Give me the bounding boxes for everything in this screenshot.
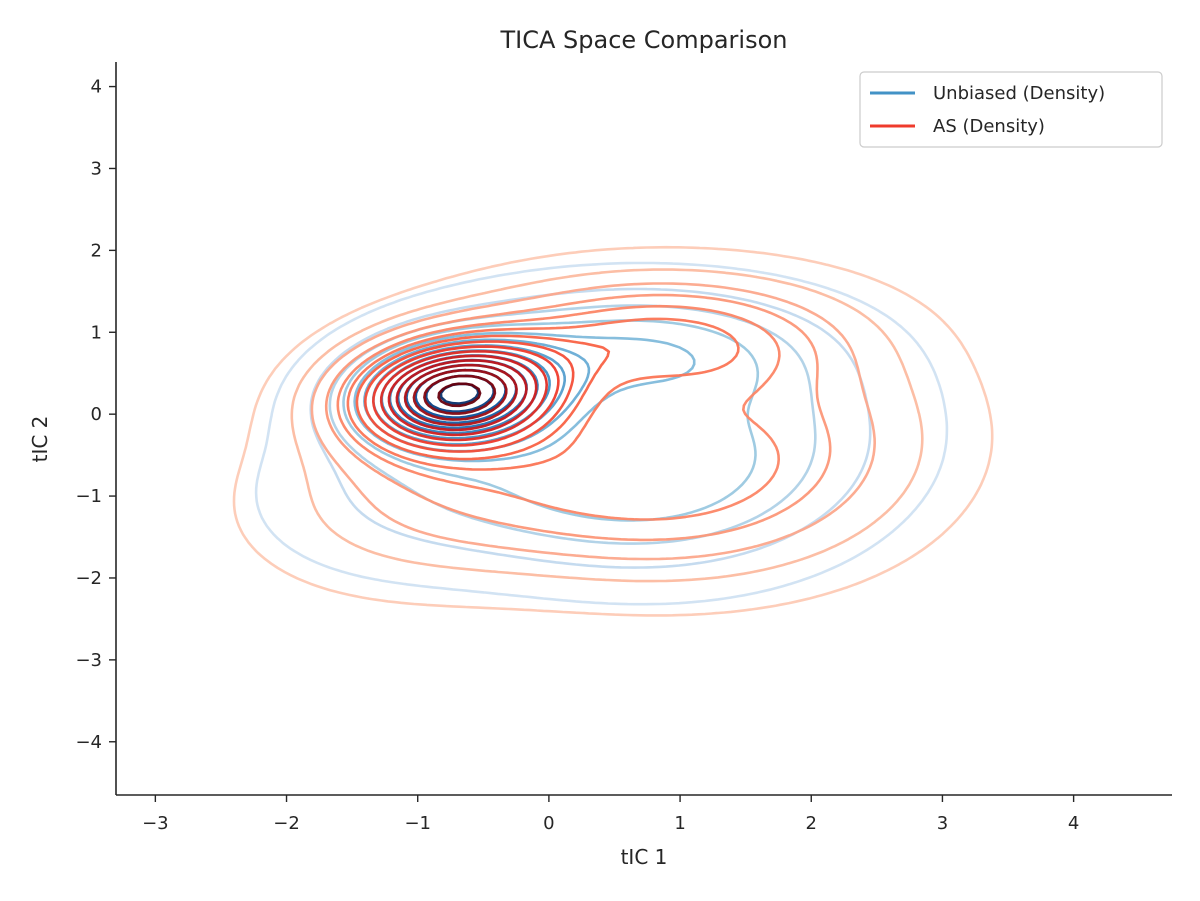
y-axis-label: tIC 2 — [28, 416, 52, 463]
y-tick-label: 4 — [91, 77, 102, 98]
contour-line — [412, 368, 508, 421]
x-tick-label: −2 — [273, 813, 300, 834]
contour-line — [387, 354, 538, 437]
contour-line — [290, 268, 924, 583]
contour-line — [310, 282, 876, 561]
y-tick-label: −3 — [75, 650, 102, 671]
contour-line — [346, 317, 740, 471]
contour-line — [232, 245, 994, 617]
contour-layer — [232, 245, 994, 617]
y-tick-label: 3 — [91, 158, 102, 179]
contour-series-unbiased — [254, 261, 949, 606]
y-tick-label: 0 — [91, 404, 102, 425]
y-tick-label: 1 — [91, 322, 102, 343]
contour-line — [379, 350, 548, 442]
legend: Unbiased (Density) AS (Density) — [859, 71, 1163, 148]
contour-line — [324, 293, 832, 542]
legend-frame — [859, 71, 1163, 148]
contour-line — [437, 382, 482, 408]
x-tick-label: 4 — [1068, 813, 1079, 834]
contour-line — [372, 345, 560, 447]
legend-label-as: AS (Density) — [933, 116, 1045, 137]
axes: −3 −2 −1 0 1 2 3 4 −4 −3 −2 −1 0 1 2 3 4 — [75, 62, 1172, 834]
contour-line — [364, 340, 575, 453]
x-tick-label: −3 — [142, 813, 169, 834]
contour-line — [403, 363, 518, 427]
x-tick-label: 2 — [806, 813, 817, 834]
y-tick-label: −2 — [75, 568, 102, 589]
contour-line — [423, 374, 497, 415]
chart-title: TICA Space Comparison — [499, 26, 787, 54]
x-tick-label: 3 — [937, 813, 948, 834]
legend-label-unbiased: Unbiased (Density) — [933, 83, 1105, 104]
contour-series-as — [232, 245, 994, 617]
contour-line — [395, 359, 528, 432]
y-tick-label: −4 — [75, 732, 102, 753]
x-axis-label: tIC 1 — [621, 845, 668, 869]
x-tick-label: −1 — [404, 813, 431, 834]
y-tick-label: −1 — [75, 486, 102, 507]
contour-line — [355, 334, 611, 461]
contour-line — [336, 304, 781, 521]
x-tick-label: 1 — [674, 813, 685, 834]
contour-line — [254, 261, 949, 606]
x-tick-label: 0 — [543, 813, 554, 834]
y-tick-label: 2 — [91, 240, 102, 261]
